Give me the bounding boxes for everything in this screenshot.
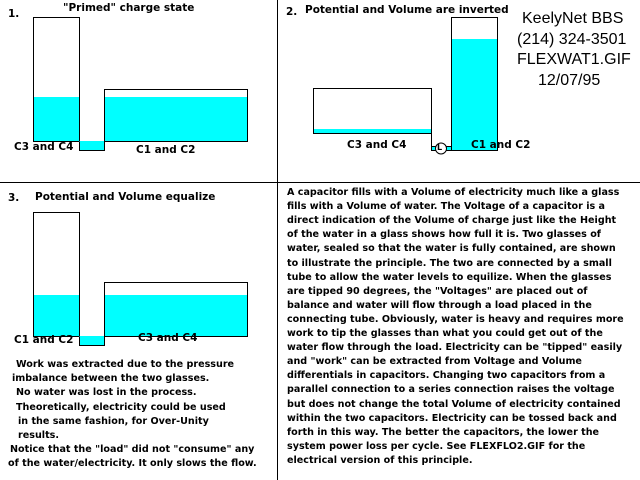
- explanation-line: balance and water will flow through a lo…: [287, 299, 592, 311]
- panel1-label-right: C1 and C2: [136, 144, 196, 156]
- panel3-label-right: C3 and C4: [138, 332, 198, 344]
- note-line: Theoretically, electricity could be used: [16, 402, 226, 413]
- panel1-glass-c3c4-water: [33, 97, 79, 142]
- panel3-glass-c1c2: [33, 212, 80, 337]
- explanation-line: work to tip the glasses than what you co…: [287, 328, 603, 339]
- explanation-line: fills with a Volume of water. The Voltag…: [287, 201, 606, 213]
- panel2-label-right: C1 and C2: [471, 139, 531, 151]
- panel2-number: 2.: [286, 6, 298, 18]
- panel3-label-left: C1 and C2: [14, 334, 74, 346]
- explanation-line: direct indication of the Volume of charg…: [287, 215, 617, 227]
- explanation-line: electrical version of this principle.: [287, 454, 473, 466]
- header-date: 12/07/95: [538, 72, 601, 89]
- explanation-line: but does not change the total Volume of …: [287, 398, 621, 410]
- note-line: imbalance between the two glasses.: [12, 373, 210, 384]
- panel1-number: 1.: [8, 8, 20, 20]
- explanation-line: and "work" can be extracted from Voltage…: [287, 356, 582, 368]
- panel1-glass-c1c2: [104, 89, 248, 142]
- explanation-line: tube to allow the water levels to equili…: [287, 271, 612, 283]
- panel3-tube: [79, 336, 105, 346]
- panel1-tube: [79, 141, 105, 151]
- panel3-tube-water: [79, 336, 104, 345]
- panel2-glass-c1c2: [451, 17, 498, 151]
- explanation-line: forth in this way. The better the capaci…: [287, 426, 600, 438]
- explanation-line: within the two capacitors. Electricity c…: [287, 412, 617, 424]
- panel1-tube-water: [79, 141, 104, 150]
- panel3-glass-c3c4-water: [104, 295, 247, 337]
- explanation-line: water, sealed so that the water is fully…: [287, 243, 616, 255]
- explanation-line: differentials in capacitors. Changing tw…: [287, 370, 606, 382]
- panel1-glass-c1c2-water: [104, 97, 247, 142]
- explanation-line: water flow through the load. Electricity…: [287, 342, 623, 354]
- panel2-label-left: C3 and C4: [347, 139, 407, 151]
- explanation-line: of the water in a glass shows how full i…: [287, 229, 601, 241]
- panel1-label-left: C3 and C4: [14, 141, 74, 153]
- note-line: Notice that the "load" did not "consume"…: [10, 444, 255, 455]
- explanation-line: parallel connection to a series connecti…: [287, 384, 615, 396]
- note-line: No water was lost in the process.: [16, 387, 197, 398]
- panel2-glass-c3c4: [313, 88, 432, 134]
- panel3-glass-c1c2-water: [33, 295, 79, 337]
- panel3-glass-c3c4: [104, 282, 248, 337]
- explanation-line: A capacitor fills with a Volume of elect…: [287, 187, 620, 198]
- panel2-glass-c3c4-water: [313, 129, 431, 134]
- explanation-line: are tipped 90 degrees, the "Voltages" ar…: [287, 285, 588, 297]
- panel3-vessels: [33, 212, 248, 346]
- panel2-glass-c1c2-water: [451, 39, 497, 151]
- explanation-line: system power loss per cycle. See FLEXFLO…: [287, 440, 586, 452]
- note-line: in the same fashion, for Over-Unity: [18, 416, 209, 427]
- panel3-number: 3.: [8, 192, 20, 204]
- panel1-title: "Primed" charge state: [63, 2, 195, 14]
- explanation-line: connecting tube. Obviously, water is hea…: [287, 313, 624, 325]
- panel2-vessels: [313, 17, 498, 155]
- header-phone: (214) 324-3501: [517, 31, 627, 48]
- explanation-line: to illustrate the principle. The two are…: [287, 257, 612, 269]
- note-line: of the water/electricity. It only slows …: [8, 458, 257, 469]
- panel3-title: Potential and Volume equalize: [35, 191, 216, 203]
- header-filename: FLEXWAT1.GIF: [517, 51, 631, 68]
- load-label: L: [437, 143, 443, 152]
- note-line: Work was extracted due to the pressure: [16, 359, 235, 370]
- panel1-vessels: [33, 17, 248, 151]
- header-bbs-name: KeelyNet BBS: [522, 10, 624, 27]
- note-line: results.: [18, 430, 60, 441]
- panel1-glass-c3c4: [33, 17, 80, 142]
- load-circle-icon: [435, 142, 447, 155]
- panel2-title: Potential and Volume are inverted: [305, 4, 509, 16]
